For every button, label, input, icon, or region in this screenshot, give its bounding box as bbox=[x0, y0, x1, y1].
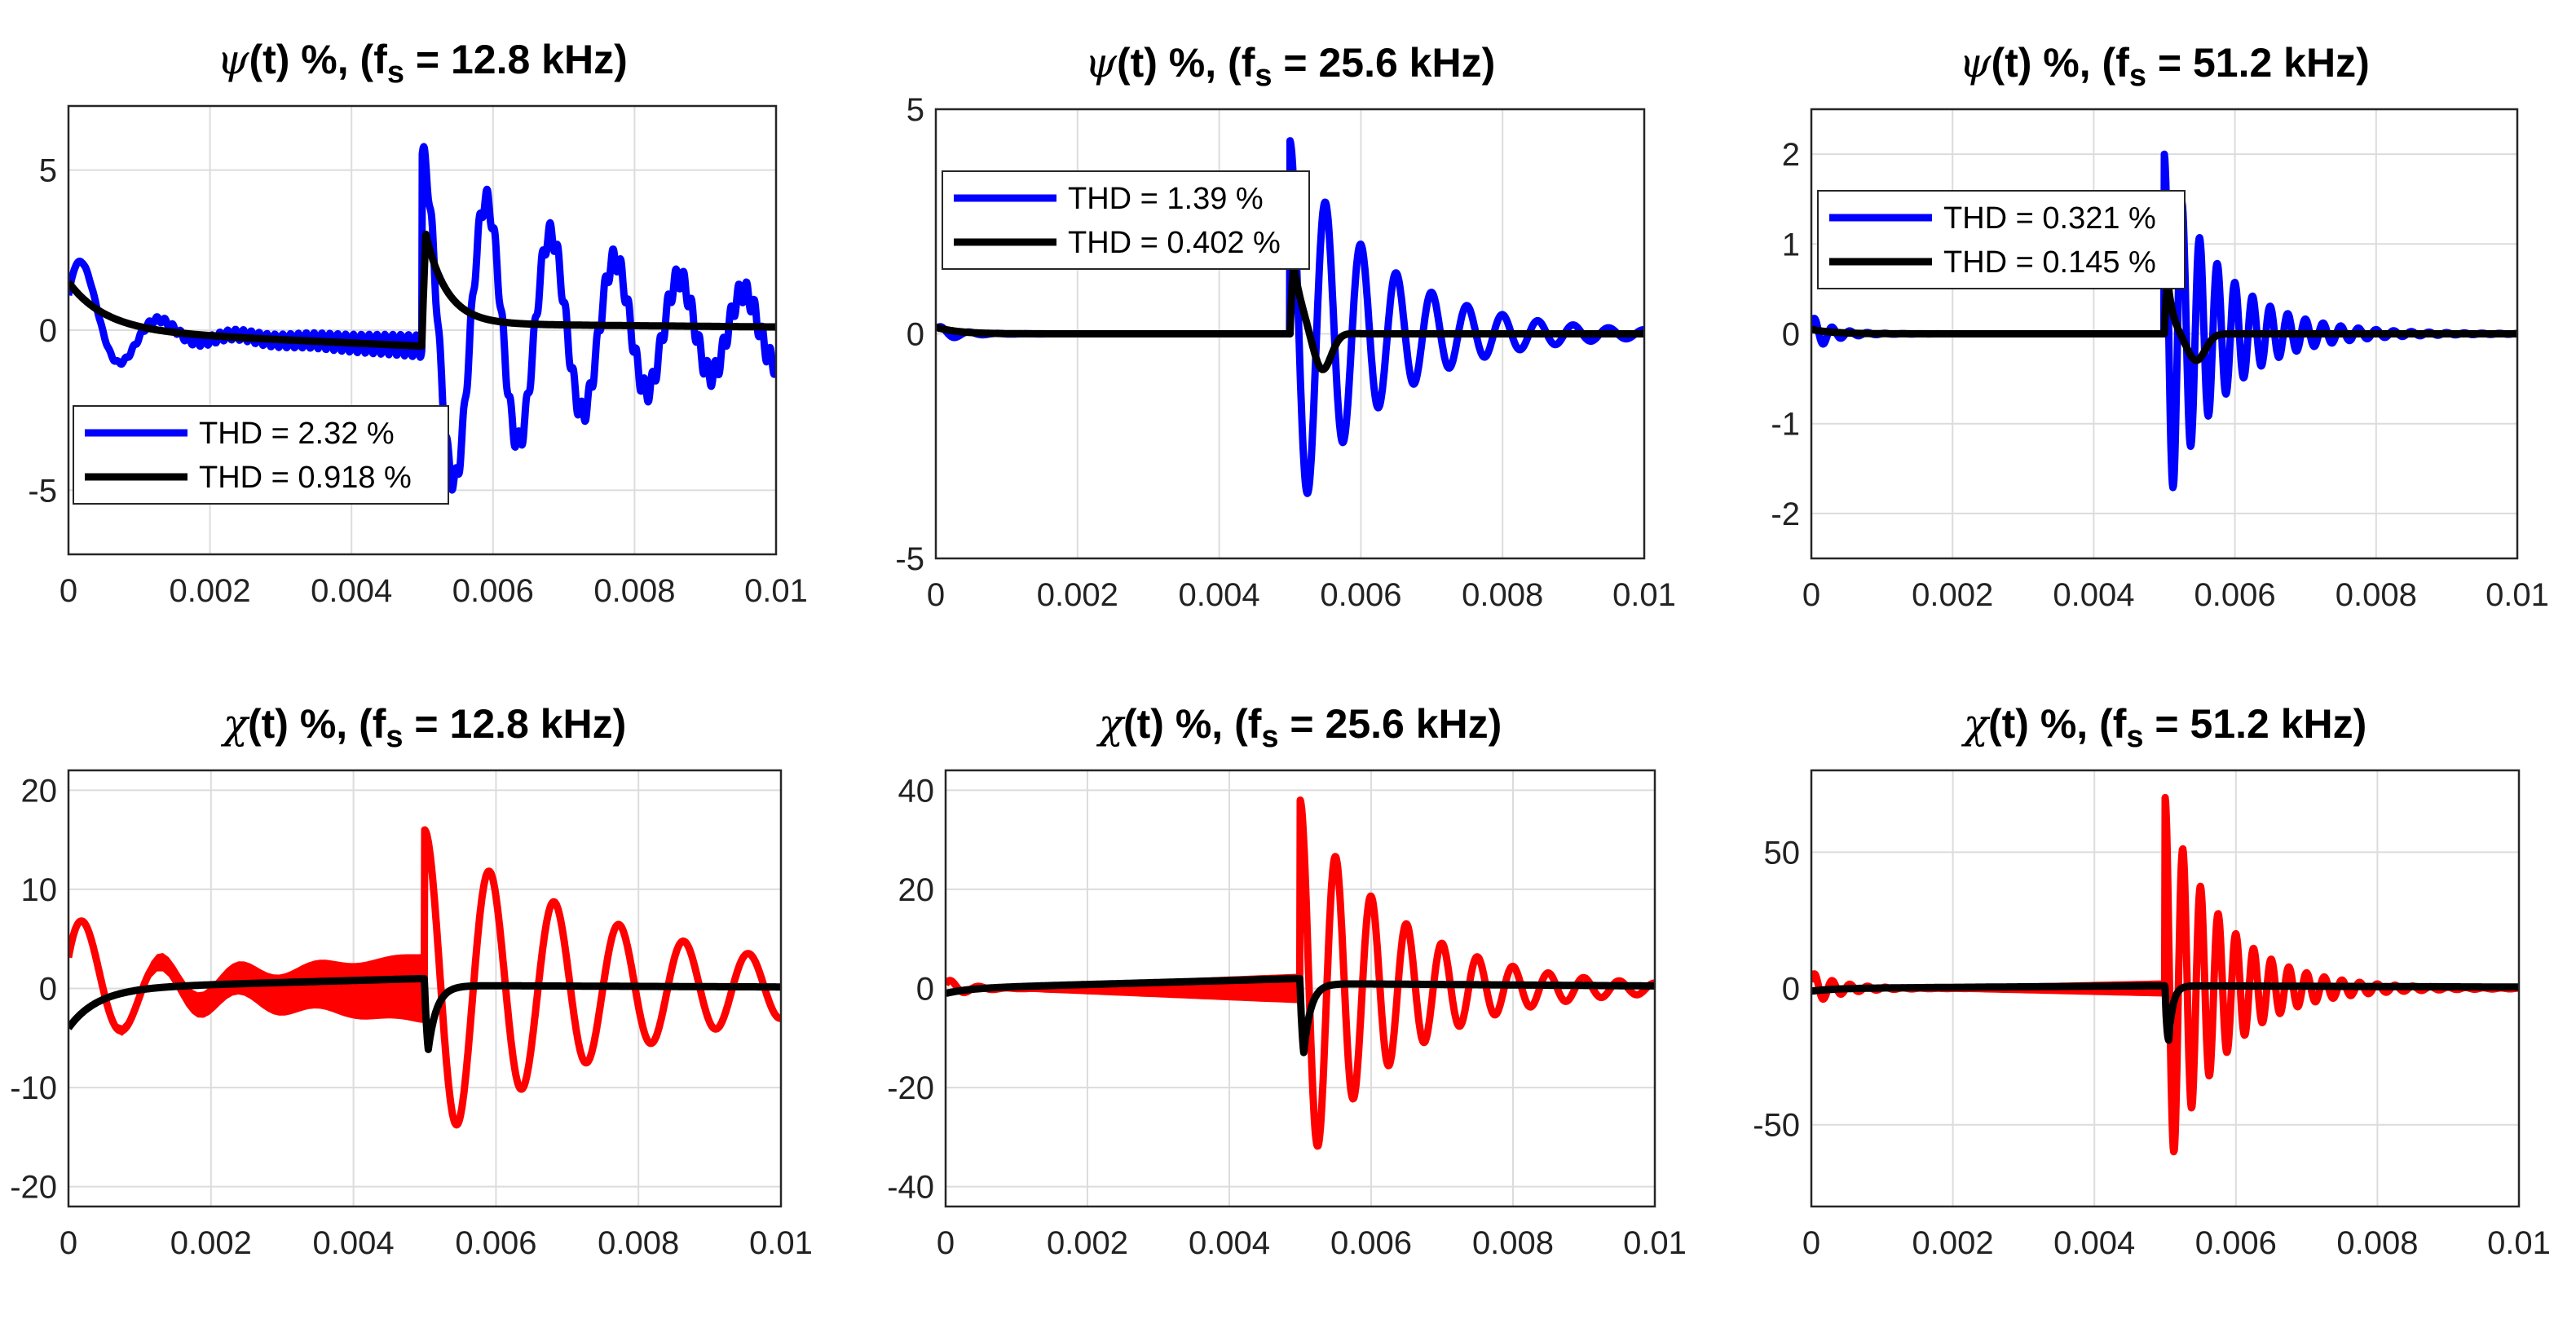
x-tick-label: 0.01 bbox=[1612, 577, 1676, 613]
subplot-5: 0 0.002 0.004 0.006 0.008 0.01 -40 -20 0 20 40 χ(t)… bbox=[887, 700, 1687, 1261]
x-tick-label: 0.004 bbox=[1189, 1225, 1270, 1261]
y-tick-label: 0 bbox=[916, 972, 934, 1008]
legend-entry: THD = 0.145 % bbox=[1943, 245, 2156, 280]
x-tick-label: 0.01 bbox=[749, 1225, 813, 1261]
y-tick-label: 50 bbox=[1764, 835, 1801, 871]
y-tick-label: 5 bbox=[39, 153, 57, 189]
series-line-2 bbox=[946, 974, 1655, 1057]
x-tick-label: 0 bbox=[927, 577, 945, 613]
x-tick-label: 0.002 bbox=[1912, 577, 1993, 613]
x-tick-label: 0.004 bbox=[2053, 577, 2134, 613]
legend-entry: THD = 0.402 % bbox=[1068, 226, 1281, 260]
legend-box bbox=[1817, 190, 2186, 289]
subplot-title: χ(t) %, (fs = 25.6 kHz) bbox=[1096, 700, 1502, 754]
x-tick-label: 0.006 bbox=[1320, 577, 1401, 613]
x-tick-label: 0 bbox=[1802, 1225, 1820, 1261]
y-tick-label: 1 bbox=[1782, 227, 1800, 262]
series-line-2 bbox=[936, 259, 1644, 373]
x-tick-label: 0.01 bbox=[1623, 1225, 1687, 1261]
y-tick-label: 40 bbox=[898, 773, 935, 809]
x-tick-label: 0.008 bbox=[1472, 1225, 1554, 1261]
x-tick-label: 0.008 bbox=[2336, 1225, 2418, 1261]
x-tick-label: 0.008 bbox=[1462, 577, 1543, 613]
subplot-1: 0 0.002 0.004 0.006 0.008 0.01 -5 0 5 ψ(t) %, (fs… bbox=[28, 36, 808, 609]
y-tick-label: -20 bbox=[887, 1070, 934, 1106]
y-tick-label: -40 bbox=[887, 1170, 934, 1206]
x-tick-label: 0.006 bbox=[452, 573, 534, 609]
subplot-title: ψ(t) %, (fs = 25.6 kHz) bbox=[1085, 39, 1496, 93]
y-tick-label: 10 bbox=[21, 872, 58, 908]
series-line-2 bbox=[68, 230, 776, 351]
subplot-title: χ(t) %, (fs = 51.2 kHz) bbox=[1961, 700, 2367, 754]
y-tick-label: -20 bbox=[10, 1170, 57, 1206]
subplot-3: 0 0.002 0.004 0.006 0.008 0.01 -2 -1 0 1 2 ψ(t) %, … bbox=[1771, 39, 2549, 613]
series-line-1 bbox=[68, 826, 781, 1129]
subplot-title: χ(t) %, (fs = 12.8 kHz) bbox=[221, 700, 627, 754]
x-tick-label: 0.006 bbox=[455, 1225, 536, 1261]
x-tick-label: 0.004 bbox=[1179, 577, 1260, 613]
x-tick-label: 0.01 bbox=[744, 573, 808, 609]
x-tick-label: 0 bbox=[60, 1225, 77, 1261]
y-tick-label: 20 bbox=[21, 773, 58, 809]
y-tick-label: -10 bbox=[10, 1070, 57, 1106]
axes-frame bbox=[67, 769, 783, 1208]
y-tick-label: -50 bbox=[1753, 1108, 1800, 1144]
y-tick-label: 0 bbox=[1782, 317, 1800, 353]
x-tick-label: 0.002 bbox=[170, 1225, 252, 1261]
legend-entry: THD = 0.321 % bbox=[1943, 201, 2156, 236]
subplot-4: 0 0.002 0.004 0.006 0.008 0.01 -20 -10 0 10 20 χ(t)… bbox=[10, 700, 813, 1261]
x-tick-label: 0.008 bbox=[593, 573, 675, 609]
x-tick-label: 0.004 bbox=[2053, 1225, 2135, 1261]
axes-frame bbox=[67, 104, 778, 556]
y-tick-label: 0 bbox=[39, 313, 57, 349]
series-line-2 bbox=[68, 974, 781, 1053]
y-tick-label: 0 bbox=[39, 972, 57, 1008]
x-tick-label: 0.006 bbox=[2194, 577, 2276, 613]
subplot-6: 0 0.002 0.004 0.006 0.008 0.01 -50 0 50 χ(t) %, (… bbox=[1753, 700, 2551, 1261]
subplot-title: ψ(t) %, (fs = 51.2 kHz) bbox=[1959, 39, 2370, 93]
axes-frame bbox=[934, 108, 1646, 560]
x-tick-label: 0.002 bbox=[1047, 1225, 1128, 1261]
x-tick-label: 0.008 bbox=[2336, 577, 2417, 613]
y-tick-label: 20 bbox=[898, 872, 935, 908]
x-tick-label: 0.004 bbox=[313, 1225, 395, 1261]
y-tick-label: -5 bbox=[895, 541, 924, 577]
y-tick-label: 0 bbox=[906, 317, 924, 353]
x-tick-label: 0 bbox=[1802, 577, 1820, 613]
y-tick-label: -2 bbox=[1771, 496, 1800, 532]
x-tick-label: 0.002 bbox=[1912, 1225, 1994, 1261]
axes-frame bbox=[1810, 769, 2521, 1208]
series-line-1 bbox=[68, 143, 776, 494]
x-tick-label: 0 bbox=[937, 1225, 955, 1261]
legend-box bbox=[942, 170, 1310, 270]
x-tick-label: 0.002 bbox=[1037, 577, 1118, 613]
legend: THD = 1.39 % THD = 0.402 % bbox=[942, 170, 1310, 270]
x-tick-label: 0.004 bbox=[311, 573, 392, 609]
y-tick-label: -1 bbox=[1771, 407, 1800, 443]
legend-entry: THD = 0.918 % bbox=[199, 461, 412, 495]
legend-entry: THD = 2.32 % bbox=[199, 417, 395, 451]
legend: THD = 2.32 % THD = 0.918 % bbox=[73, 405, 449, 505]
x-tick-label: 0.008 bbox=[598, 1225, 679, 1261]
y-tick-label: 0 bbox=[1782, 972, 1800, 1008]
x-tick-label: 0.002 bbox=[170, 573, 251, 609]
subplot-title: ψ(t) %, (fs = 12.8 kHz) bbox=[217, 36, 628, 90]
series-line-2 bbox=[1811, 982, 2519, 1044]
legend-box bbox=[73, 405, 449, 505]
series-line-2 bbox=[1811, 277, 2517, 364]
x-tick-label: 0.01 bbox=[2487, 1225, 2551, 1261]
y-tick-label: 2 bbox=[1782, 137, 1800, 173]
y-tick-label: -5 bbox=[28, 473, 57, 509]
axes-frame bbox=[1810, 108, 2519, 560]
y-tick-label: 5 bbox=[906, 92, 924, 128]
x-tick-label: 0.01 bbox=[2486, 577, 2549, 613]
x-tick-label: 0.006 bbox=[2195, 1225, 2277, 1261]
legend: THD = 0.321 % THD = 0.145 % bbox=[1817, 190, 2186, 289]
legend-entry: THD = 1.39 % bbox=[1068, 182, 1264, 216]
axes-frame bbox=[944, 769, 1656, 1208]
x-tick-label: 0 bbox=[60, 573, 77, 609]
x-tick-label: 0.006 bbox=[1330, 1225, 1412, 1261]
